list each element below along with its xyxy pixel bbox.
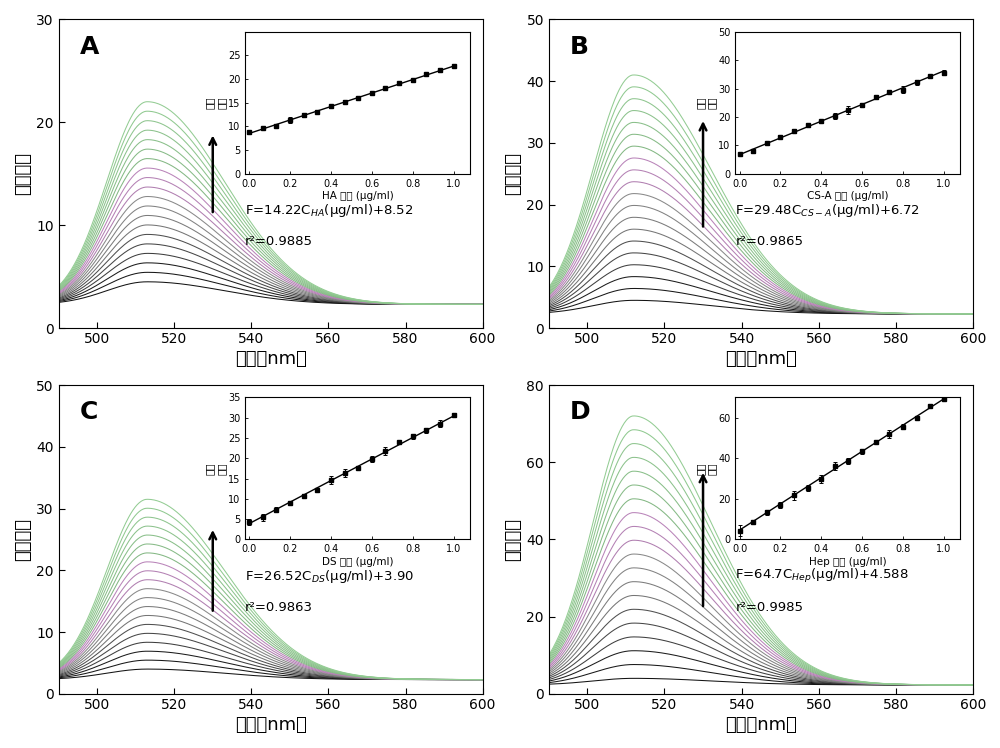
Y-axis label: 荧光强度: 荧光强度 <box>504 153 522 195</box>
Text: C: C <box>80 400 98 425</box>
Y-axis label: 荧光强度: 荧光强度 <box>14 518 32 561</box>
X-axis label: 波长（nm）: 波长（nm） <box>725 716 797 734</box>
Text: r²=0.9985: r²=0.9985 <box>735 601 803 614</box>
Y-axis label: 荧光强度: 荧光强度 <box>14 153 32 195</box>
Text: F=29.48C$_{CS-A}$(μg/ml)+6.72: F=29.48C$_{CS-A}$(μg/ml)+6.72 <box>735 202 920 219</box>
X-axis label: 波长（nm）: 波长（nm） <box>725 351 797 369</box>
Text: F=14.22C$_{HA}$(μg/ml)+8.52: F=14.22C$_{HA}$(μg/ml)+8.52 <box>245 202 414 219</box>
X-axis label: 波长（nm）: 波长（nm） <box>235 716 307 734</box>
Text: A: A <box>80 35 99 59</box>
Text: F=26.52C$_{DS}$(μg/ml)+3.90: F=26.52C$_{DS}$(μg/ml)+3.90 <box>245 568 414 585</box>
Text: r²=0.9863: r²=0.9863 <box>245 601 313 614</box>
Text: r²=0.9865: r²=0.9865 <box>735 235 803 248</box>
Text: D: D <box>570 400 591 425</box>
Text: r²=0.9885: r²=0.9885 <box>245 235 313 248</box>
X-axis label: 波长（nm）: 波长（nm） <box>235 351 307 369</box>
Y-axis label: 荧光强度: 荧光强度 <box>504 518 522 561</box>
Text: B: B <box>570 35 589 59</box>
Text: F=64.7C$_{Hep}$(μg/ml)+4.588: F=64.7C$_{Hep}$(μg/ml)+4.588 <box>735 568 909 586</box>
